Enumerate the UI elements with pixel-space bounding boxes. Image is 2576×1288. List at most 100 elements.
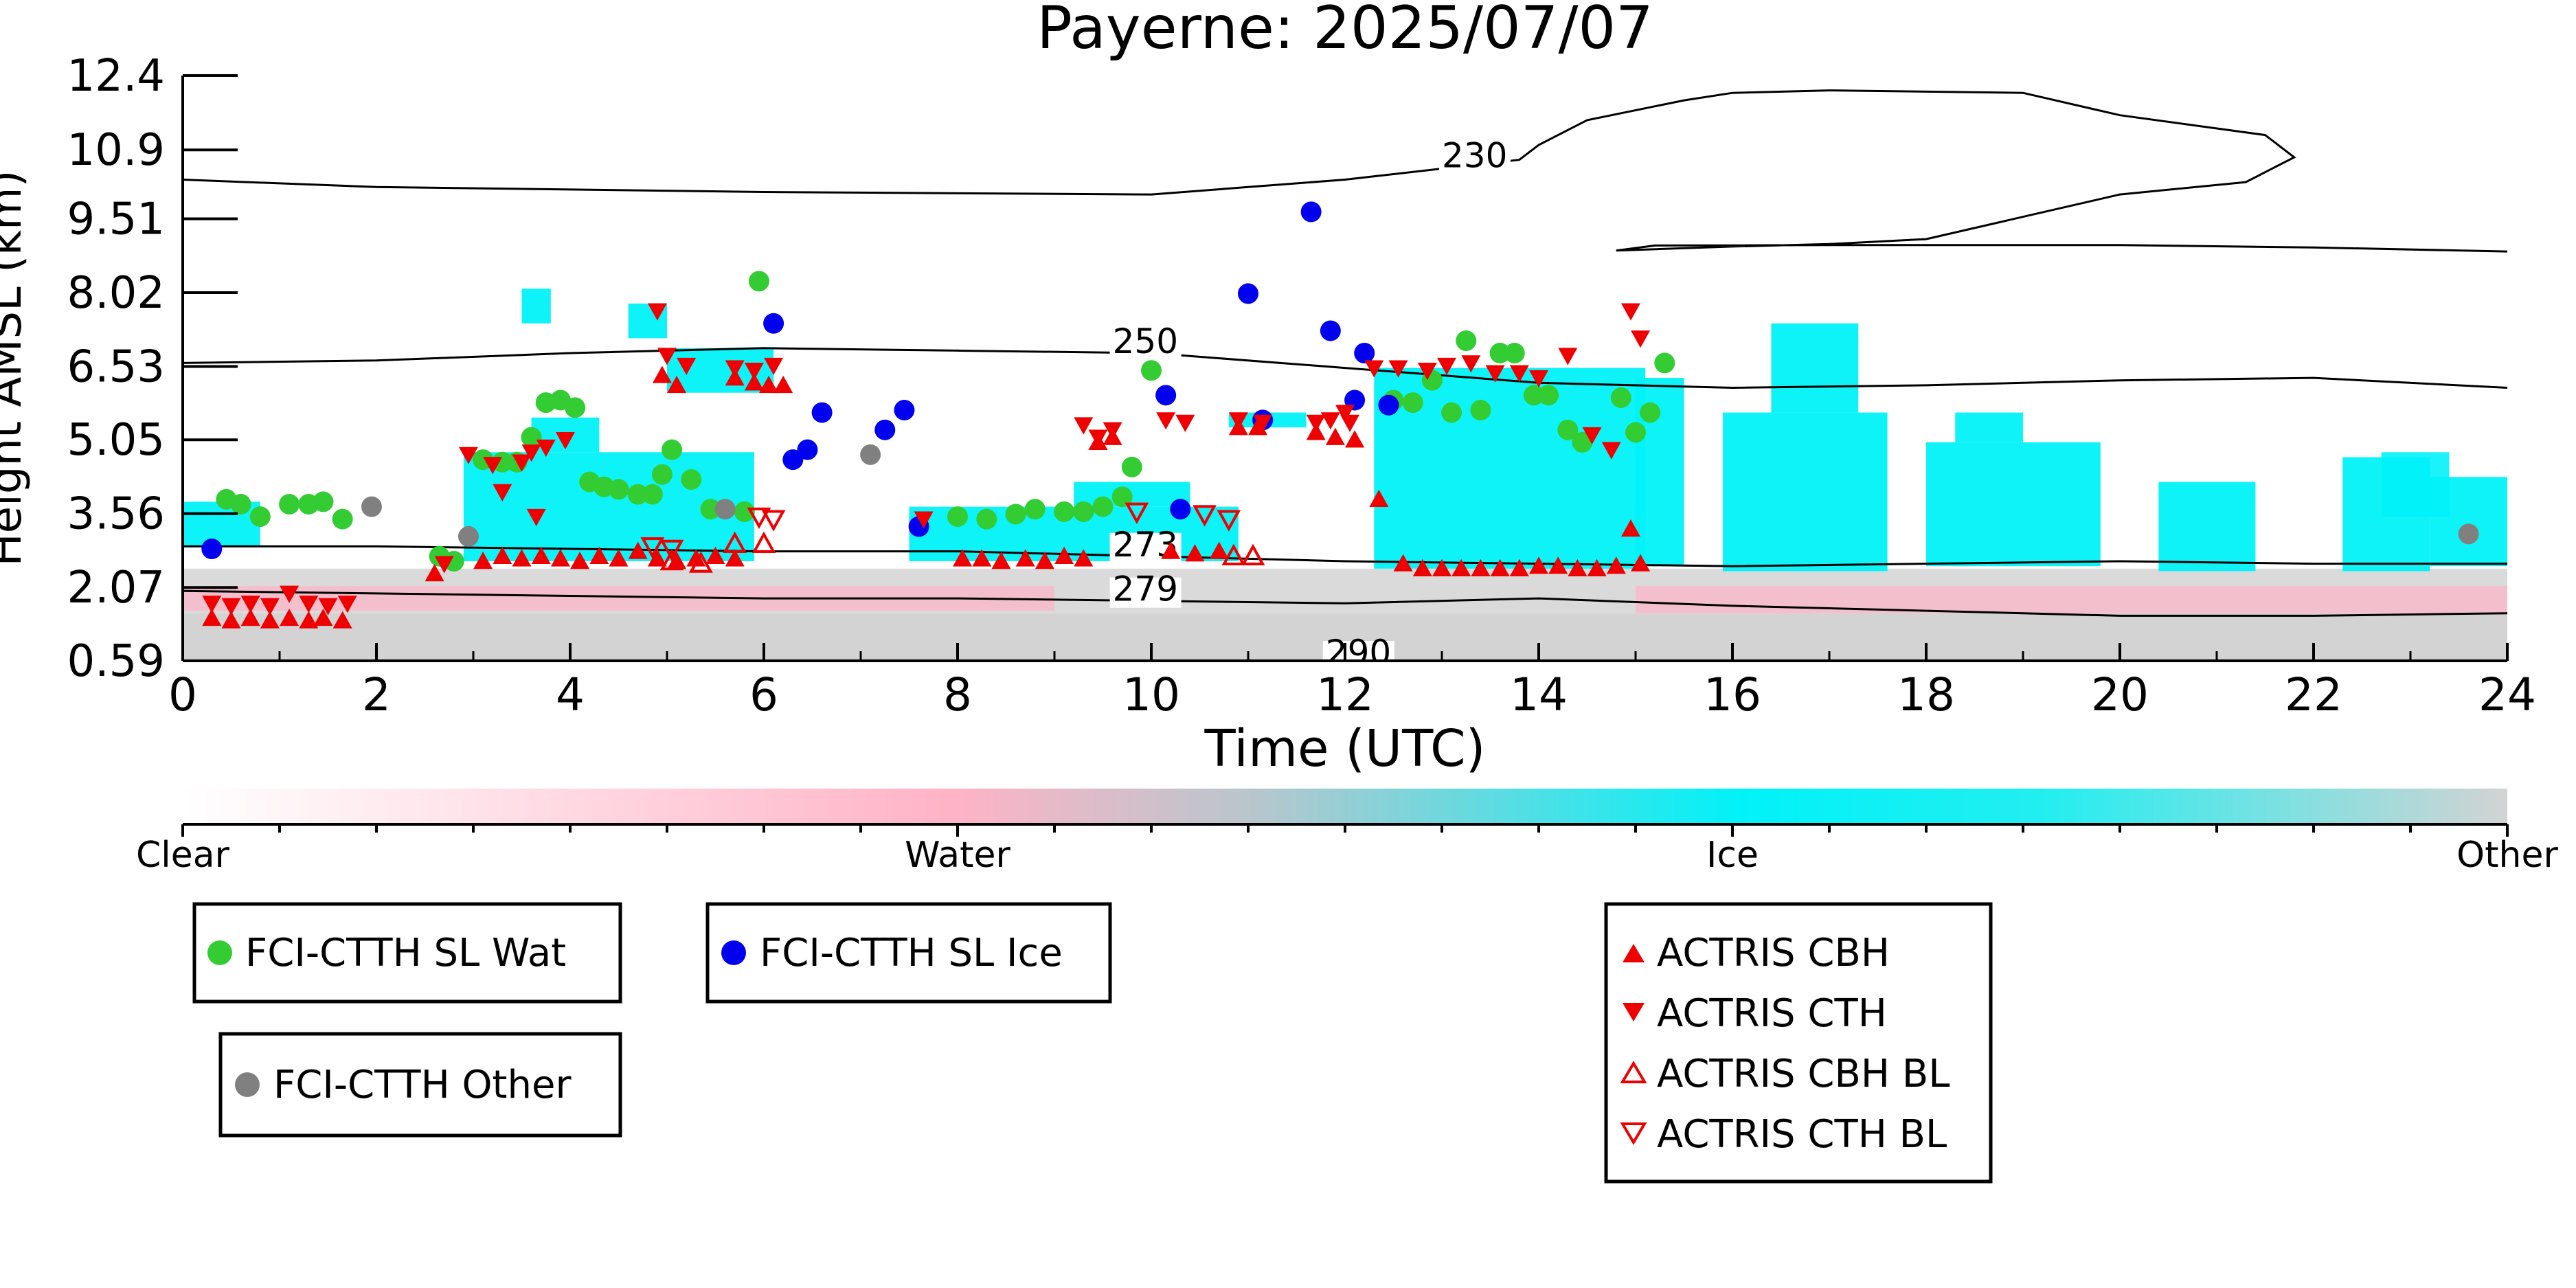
data-point <box>1364 360 1384 378</box>
x-tick-label: 20 <box>2091 668 2149 721</box>
data-point <box>434 556 454 574</box>
data-point <box>521 427 542 448</box>
ice-patch-extra <box>2381 452 2450 517</box>
y-ticks: 0.59 2.07 3.56 5.05 6.53 8.02 9.51 10.9 12.4 <box>67 51 238 687</box>
y-tick-label: 10.9 <box>67 125 166 176</box>
x-tick-label: 4 <box>556 668 585 721</box>
data-point <box>493 546 512 564</box>
x-tick-label: 10 <box>1122 668 1180 721</box>
data-point <box>1471 558 1491 577</box>
data-point <box>659 548 684 571</box>
data-point <box>752 531 776 553</box>
legend-marker-actris-cth <box>1623 1003 1645 1021</box>
data-point <box>1610 387 1631 408</box>
data-point <box>337 596 357 613</box>
data-point <box>659 539 684 562</box>
data-point <box>1620 303 1640 321</box>
legend-text-actris-cth: ACTRIS CTH <box>1657 991 1887 1036</box>
data-point <box>734 501 755 522</box>
data-point <box>947 506 968 528</box>
data-point <box>1005 504 1026 525</box>
data-point <box>457 526 479 547</box>
colorbar-label-other: Other <box>2456 835 2558 876</box>
data-point <box>1369 489 1389 508</box>
data-point <box>647 549 667 567</box>
data-point <box>1221 543 1246 565</box>
data-point <box>318 598 338 615</box>
data-point <box>1412 558 1432 577</box>
x-tick-label: 6 <box>749 668 778 721</box>
data-point <box>627 484 648 505</box>
data-point <box>723 531 747 553</box>
data-point <box>1074 549 1094 567</box>
data-point <box>972 549 992 567</box>
data-point <box>686 549 706 567</box>
data-point <box>744 363 764 381</box>
data-point <box>1241 543 1265 565</box>
data-point <box>1606 556 1626 574</box>
data-point <box>714 499 736 520</box>
data-point <box>526 508 546 527</box>
ice-patch-16 <box>2158 482 2256 572</box>
data-point <box>425 564 444 582</box>
retrieval-markers <box>201 201 2479 629</box>
x-tick-label: 12 <box>1316 668 1374 721</box>
y-tick-label: 12.4 <box>67 51 166 102</box>
data-point <box>493 484 512 501</box>
data-point <box>1451 558 1471 577</box>
data-point <box>1582 427 1602 445</box>
contour-label-290: 290 <box>1326 633 1391 673</box>
data-point <box>1300 201 1322 223</box>
data-point <box>332 611 352 629</box>
x-tick-label: 24 <box>2478 668 2536 721</box>
data-point <box>744 373 764 391</box>
data-point <box>1523 385 1544 406</box>
x-tick-label: 14 <box>1510 668 1568 721</box>
legend-text-actris-cbh-bl: ACTRIS CBH BL <box>1657 1052 1950 1096</box>
data-point <box>570 551 590 569</box>
colorbar-label-clear: Clear <box>136 835 230 876</box>
data-point <box>1557 419 1579 440</box>
data-point <box>1320 412 1340 430</box>
data-point <box>1620 519 1640 537</box>
data-point <box>280 608 300 626</box>
x-tick-label: 0 <box>168 668 197 721</box>
data-point <box>521 444 541 462</box>
data-point <box>640 537 665 559</box>
data-point <box>1625 422 1646 443</box>
data-point <box>2458 523 2479 545</box>
data-point <box>914 511 934 529</box>
data-point <box>705 546 725 564</box>
series-3 <box>202 365 1651 629</box>
data-point <box>589 546 609 564</box>
legend-text-fci-wat: FCI-CTTH SL Wat <box>245 931 566 975</box>
legend-marker-fci-ice <box>721 940 746 965</box>
contour-label-bg <box>1322 641 1394 661</box>
data-point <box>221 598 241 615</box>
data-point <box>1388 360 1408 378</box>
data-point <box>313 491 334 512</box>
data-point <box>1074 417 1094 435</box>
data-point <box>280 585 300 603</box>
legend-marker-actris-cbh-bl <box>1620 1061 1647 1083</box>
data-point <box>1088 429 1108 447</box>
data-point <box>761 510 786 532</box>
contour-label-279: 279 <box>1113 569 1178 609</box>
legend-fci-ice: FCI-CTTH SL Ice <box>705 902 1112 1004</box>
series-4 <box>202 303 1651 615</box>
data-point <box>1529 556 1548 574</box>
data-point <box>299 611 319 629</box>
data-point <box>642 484 663 505</box>
contour-279 <box>183 589 2507 617</box>
data-point <box>240 596 260 613</box>
data-point <box>1170 499 1191 520</box>
data-point <box>1111 486 1133 508</box>
data-point <box>1103 422 1122 440</box>
data-point <box>894 399 915 420</box>
y-tick-label: 6.53 <box>67 341 166 392</box>
data-point <box>536 439 556 457</box>
data-point <box>797 439 818 460</box>
data-point <box>1509 558 1529 577</box>
data-point <box>1572 431 1593 453</box>
